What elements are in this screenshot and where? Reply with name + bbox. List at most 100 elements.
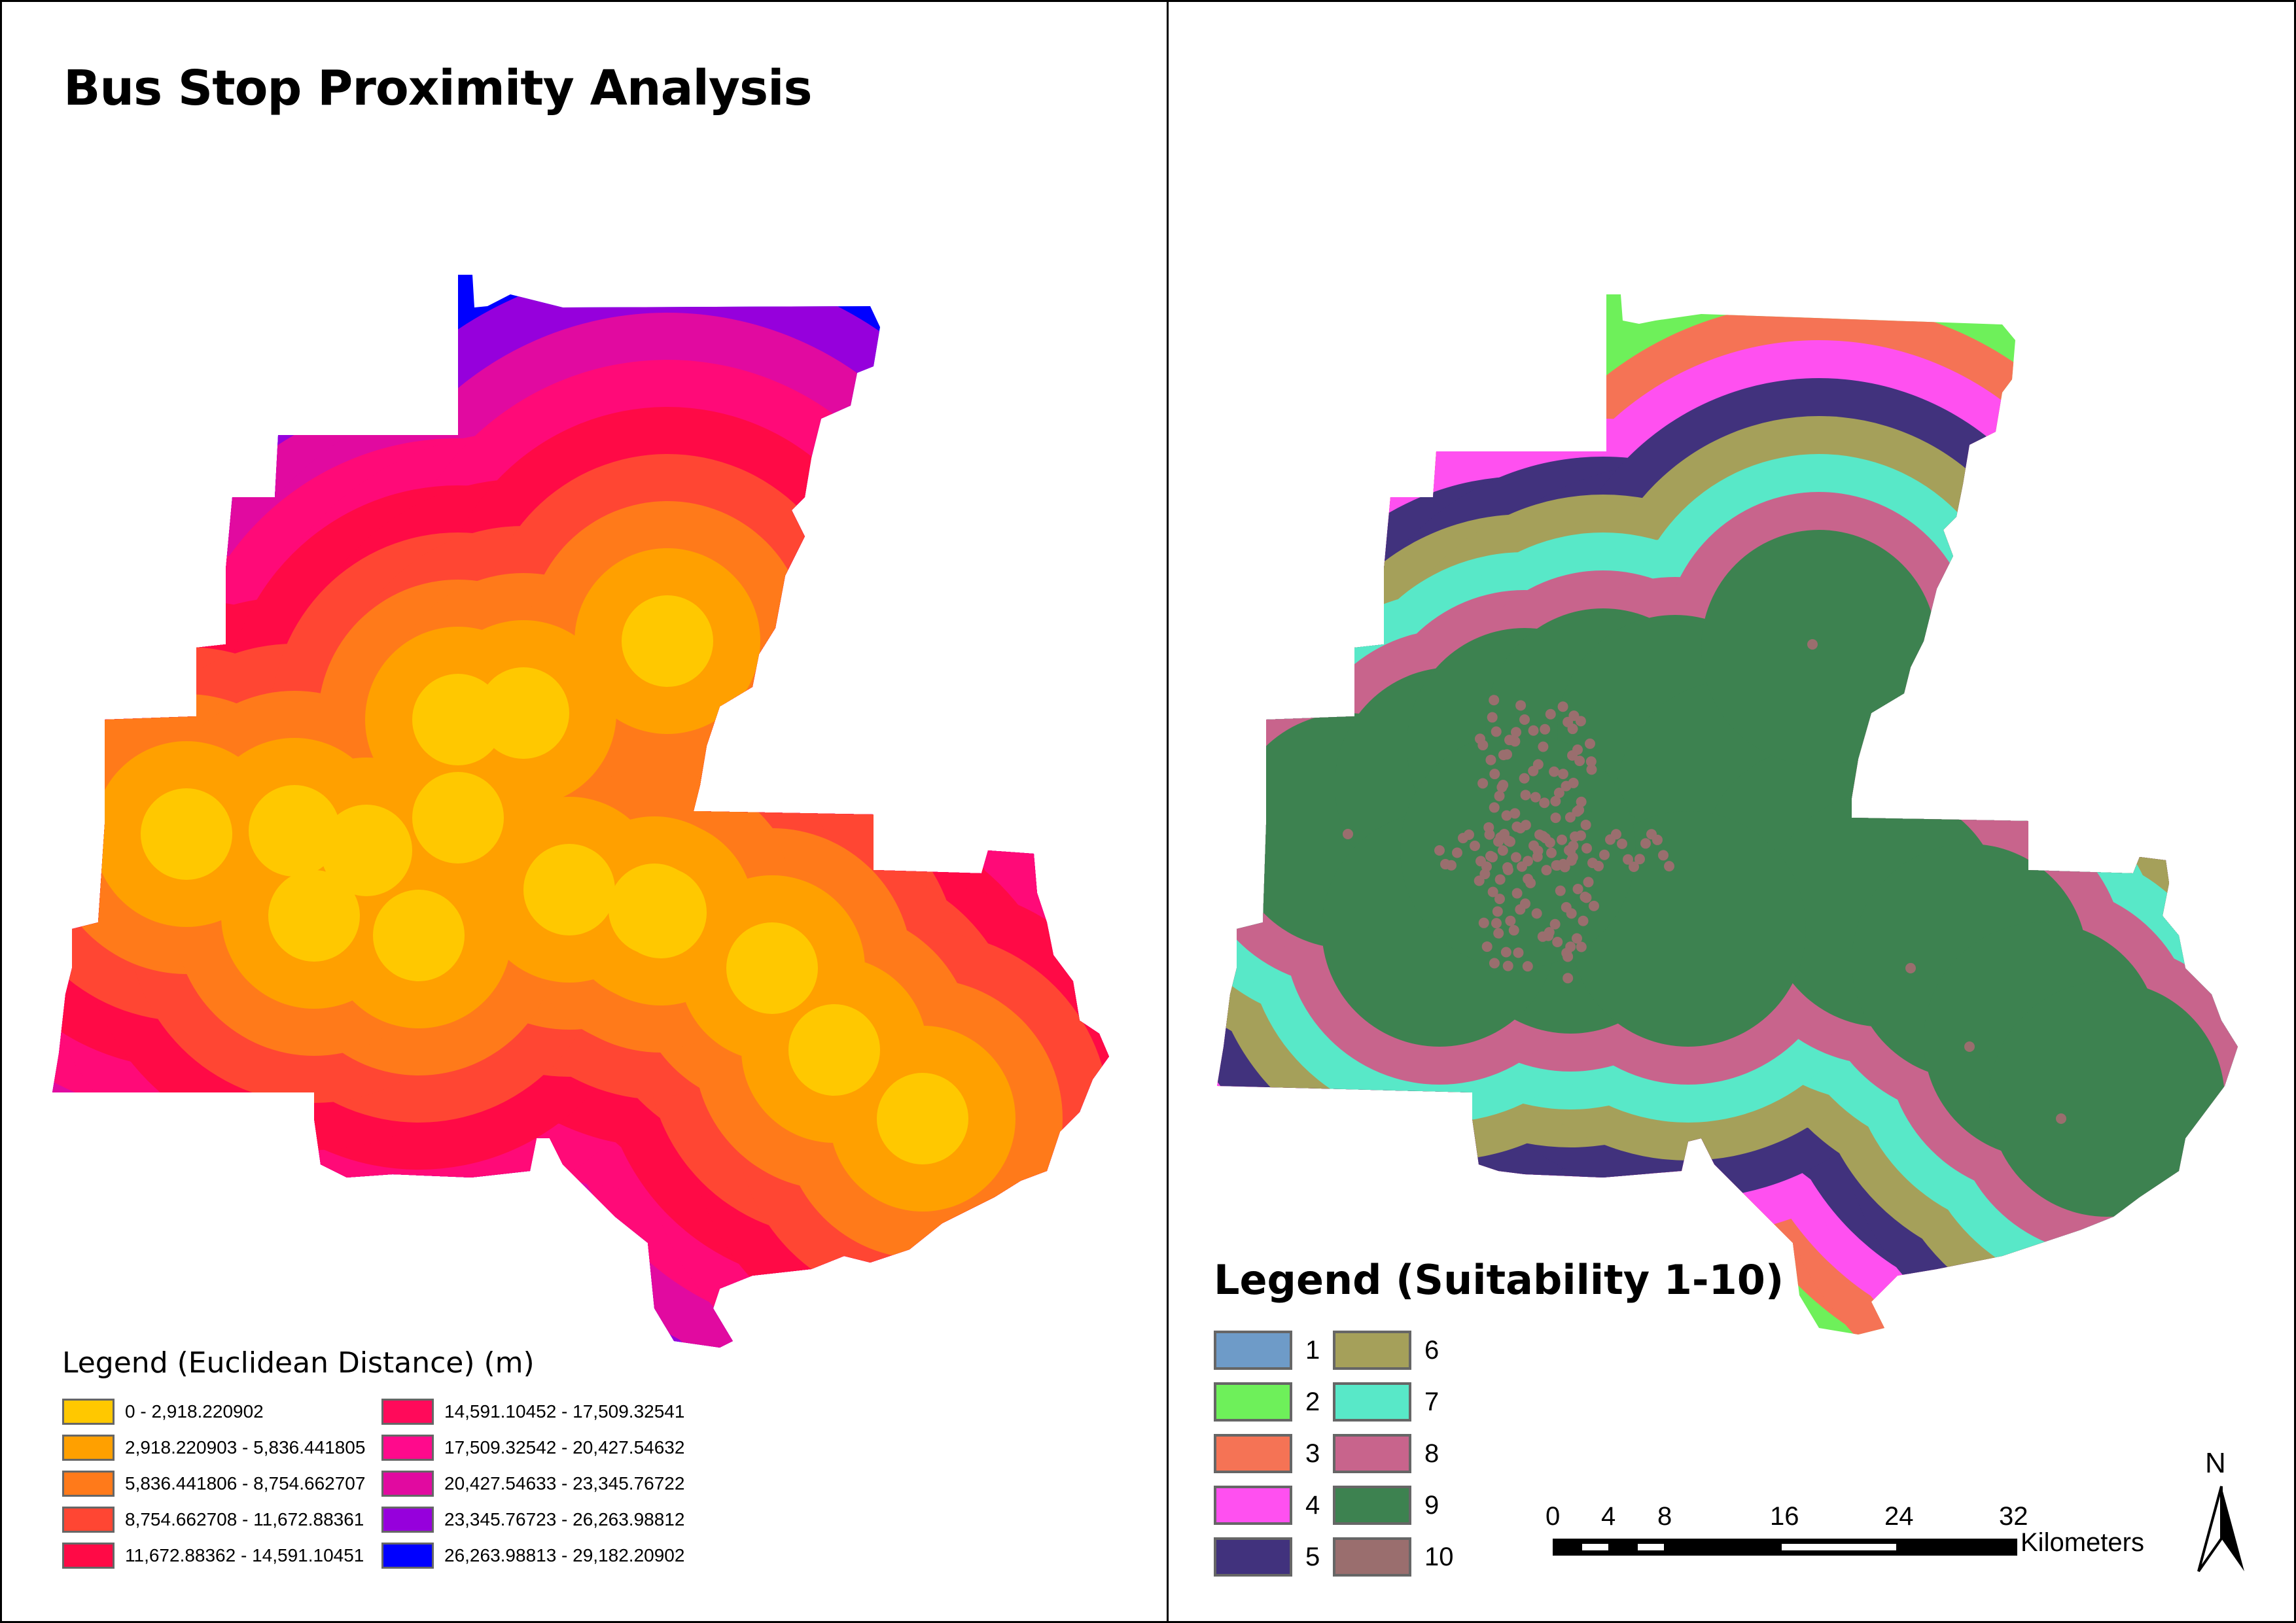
- legend-label: 8,754.662708 - 11,672.88361: [125, 1509, 364, 1529]
- bus-stop-point: [1652, 834, 1663, 845]
- bus-stop-point: [1599, 849, 1610, 860]
- distance-legend-item: 0 - 2,918.220902: [62, 1399, 264, 1425]
- legend-swatch: [1333, 1537, 1411, 1577]
- bus-stop-point: [1494, 790, 1505, 801]
- bus-stop-point: [1575, 716, 1586, 727]
- legend-swatch: [381, 1543, 434, 1569]
- bus-stop-point: [1511, 888, 1523, 899]
- legend-swatch: [1214, 1537, 1292, 1577]
- bus-stop-point: [1478, 917, 1489, 928]
- buffer-ring: [268, 870, 360, 962]
- bus-stop-point: [1552, 936, 1563, 947]
- bus-stop-point: [1343, 829, 1353, 839]
- map-title: Bus Stop Proximity Analysis: [63, 60, 813, 116]
- bus-stop-point: [1617, 838, 1627, 849]
- suitability-legend-item: 8: [1333, 1434, 1439, 1473]
- bus-stop-point: [1588, 900, 1599, 911]
- bus-stop-point: [1541, 865, 1552, 876]
- bus-stop-point: [1523, 873, 1534, 884]
- bus-stop-point: [1520, 790, 1531, 801]
- euclidean-distance-map: [52, 275, 1109, 1348]
- legend-label: 26,263.98813 - 29,182.20902: [444, 1545, 685, 1565]
- bus-stop-point: [1550, 795, 1561, 807]
- bus-stop-point: [1487, 852, 1498, 863]
- legend-swatch: [62, 1507, 115, 1533]
- bus-stop-point: [1522, 961, 1533, 972]
- north-arrow-icon: [2197, 1486, 2244, 1573]
- bus-stop-point: [1528, 765, 1539, 777]
- legend-label: 14,591.10452 - 17,509.32541: [444, 1401, 685, 1422]
- bus-stop-point: [1545, 708, 1556, 720]
- bus-stop-point: [1576, 941, 1587, 952]
- suitability-legend-item: 7: [1333, 1382, 1439, 1422]
- bus-stop-point: [1470, 841, 1480, 852]
- scale-bar-tick-label: 32: [1999, 1502, 2028, 1531]
- bus-stop-point: [1523, 856, 1533, 867]
- buffer-ring: [1400, 733, 1636, 968]
- bus-stop-point: [1807, 639, 1818, 650]
- bus-stop-point: [1515, 904, 1526, 915]
- legend-swatch: [62, 1435, 115, 1461]
- buffer-ring: [622, 595, 713, 687]
- legend-label: 3: [1305, 1439, 1320, 1468]
- bus-stop-point: [1546, 847, 1557, 858]
- bus-stop-point: [1574, 756, 1585, 767]
- scale-bar-tick-label: 24: [1884, 1502, 1914, 1531]
- bus-stop-point: [1640, 838, 1651, 849]
- bus-stop-point: [1572, 744, 1583, 756]
- buffer-ring: [877, 1073, 968, 1164]
- bus-stop-point: [1555, 885, 1566, 896]
- scale-bar-tick-label: 16: [1770, 1502, 1799, 1531]
- bus-stop-point: [1493, 928, 1504, 939]
- bus-stop-point: [1576, 796, 1587, 807]
- bus-stop-point: [1511, 727, 1522, 738]
- legend-swatch: [1333, 1434, 1411, 1473]
- bus-stop-point: [1519, 773, 1530, 784]
- bus-stop-point: [1508, 925, 1519, 936]
- legend-swatch: [62, 1399, 115, 1425]
- bus-stop-point: [1487, 712, 1498, 723]
- bus-stop-point: [1477, 740, 1489, 751]
- buffer-ring: [478, 667, 569, 759]
- bus-stop-point: [1489, 958, 1500, 969]
- bus-stop-point: [1497, 845, 1508, 856]
- bus-stop-point: [1493, 836, 1504, 847]
- bus-stop-point: [1566, 908, 1577, 919]
- legend-swatch: [1333, 1331, 1411, 1370]
- bus-stop-point: [1611, 829, 1621, 840]
- bus-stop-point: [1539, 797, 1550, 809]
- suitability-legend-item: 10: [1333, 1537, 1454, 1577]
- distance-legend-item: 20,427.54633 - 23,345.76722: [381, 1471, 684, 1497]
- bus-stop-point: [1528, 725, 1539, 736]
- bus-stop-point: [1565, 941, 1576, 952]
- bus-stop-point: [1549, 766, 1560, 777]
- distance-legend-item: 26,263.98813 - 29,182.20902: [381, 1543, 684, 1569]
- bus-stop-point: [1492, 906, 1503, 917]
- bus-stop-point: [1538, 741, 1549, 752]
- buffer-ring: [1989, 981, 2225, 1217]
- bus-stop-point: [1558, 858, 1568, 869]
- legend-swatch: [1333, 1486, 1411, 1525]
- distance-legend-item: 5,836.441806 - 8,754.662707: [62, 1471, 365, 1497]
- legend-label: 2: [1305, 1387, 1320, 1416]
- distance-legend-title: Legend (Euclidean Distance) (m): [62, 1346, 535, 1380]
- bus-stop-point: [1574, 805, 1585, 816]
- buffer-ring: [321, 805, 412, 896]
- bus-stop-point: [1557, 769, 1568, 780]
- legend-swatch: [381, 1399, 434, 1425]
- bus-stop-point: [1505, 836, 1515, 847]
- suitability-legend-title: Legend (Suitability 1-10): [1214, 1256, 1784, 1304]
- bus-stop-point: [1583, 877, 1594, 888]
- bus-stop-point: [1485, 754, 1496, 765]
- legend-swatch: [62, 1543, 115, 1569]
- bus-stop-point: [1580, 892, 1591, 903]
- legend-swatch: [1214, 1486, 1292, 1525]
- legend-label: 4: [1305, 1490, 1320, 1520]
- legend-label: 5: [1305, 1542, 1320, 1571]
- buffer-ring: [1701, 530, 1937, 765]
- bus-stop-point: [1629, 861, 1639, 872]
- legend-label: 6: [1424, 1335, 1439, 1365]
- bus-stop-point: [1580, 819, 1591, 830]
- legend-swatch: [62, 1471, 115, 1497]
- bus-stop-point: [1537, 931, 1548, 942]
